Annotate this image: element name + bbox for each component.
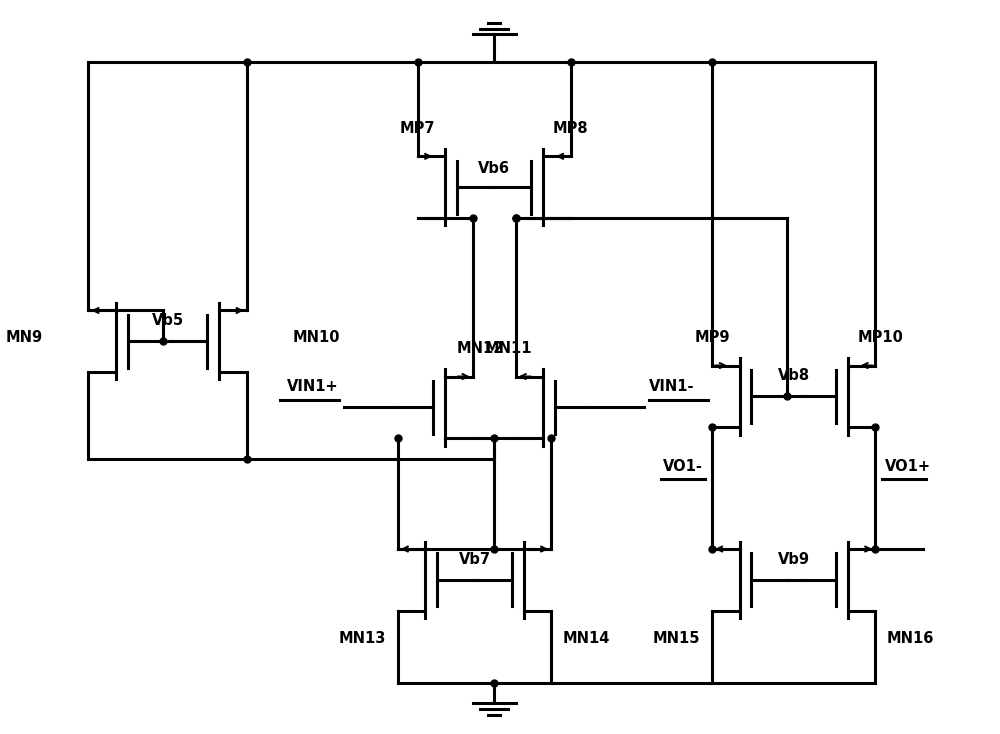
Text: VIN1+: VIN1+ [287, 379, 339, 394]
Text: MP8: MP8 [553, 121, 589, 136]
Text: MN16: MN16 [887, 631, 934, 646]
Text: Vb7: Vb7 [458, 552, 490, 567]
Text: VO1+: VO1+ [885, 459, 931, 473]
Text: Vb6: Vb6 [478, 161, 510, 176]
Text: MN15: MN15 [653, 631, 700, 646]
Text: MN12: MN12 [457, 341, 504, 356]
Text: MN11: MN11 [484, 341, 532, 356]
Text: MN14: MN14 [563, 631, 610, 646]
Text: VIN1-: VIN1- [649, 379, 695, 394]
Text: VO1-: VO1- [663, 459, 702, 473]
Text: Vb9: Vb9 [778, 552, 810, 567]
Text: MP7: MP7 [400, 121, 435, 136]
Text: MN9: MN9 [5, 330, 42, 345]
Text: MN13: MN13 [339, 631, 386, 646]
Text: Vb5: Vb5 [151, 313, 184, 328]
Text: MP9: MP9 [694, 330, 730, 345]
Text: MN10: MN10 [293, 330, 340, 345]
Text: MP10: MP10 [858, 330, 903, 345]
Text: Vb8: Vb8 [778, 368, 810, 383]
